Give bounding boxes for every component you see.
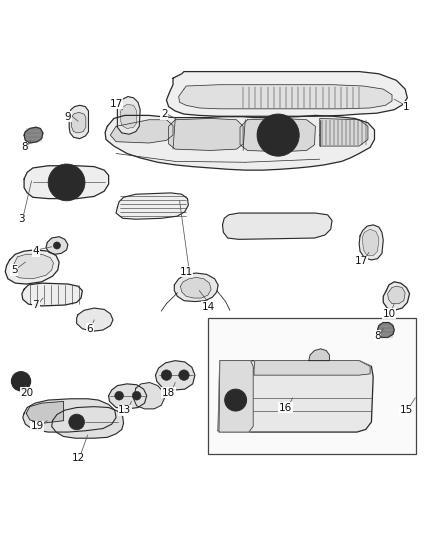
Polygon shape bbox=[179, 85, 392, 109]
Circle shape bbox=[161, 370, 172, 381]
Text: 11: 11 bbox=[180, 266, 193, 277]
Text: 14: 14 bbox=[201, 302, 215, 312]
Polygon shape bbox=[155, 361, 195, 390]
Polygon shape bbox=[120, 104, 137, 128]
Polygon shape bbox=[109, 384, 147, 409]
Polygon shape bbox=[388, 286, 405, 304]
Text: 9: 9 bbox=[64, 112, 71, 122]
Polygon shape bbox=[309, 349, 329, 361]
Polygon shape bbox=[359, 225, 383, 260]
Polygon shape bbox=[69, 106, 88, 139]
Polygon shape bbox=[23, 399, 116, 432]
Text: 3: 3 bbox=[18, 214, 25, 224]
Polygon shape bbox=[254, 361, 370, 375]
Polygon shape bbox=[378, 322, 394, 337]
Circle shape bbox=[257, 114, 299, 156]
Polygon shape bbox=[223, 213, 332, 239]
Text: 20: 20 bbox=[21, 387, 34, 398]
Text: 8: 8 bbox=[374, 330, 381, 341]
Polygon shape bbox=[46, 237, 68, 254]
Circle shape bbox=[115, 391, 124, 400]
Polygon shape bbox=[363, 229, 379, 255]
Text: 1: 1 bbox=[403, 102, 410, 111]
Circle shape bbox=[132, 391, 141, 400]
Polygon shape bbox=[219, 361, 253, 432]
Text: 5: 5 bbox=[11, 265, 18, 275]
Polygon shape bbox=[320, 118, 368, 146]
Polygon shape bbox=[24, 127, 43, 143]
Polygon shape bbox=[105, 115, 374, 170]
Circle shape bbox=[19, 379, 23, 383]
Text: 19: 19 bbox=[31, 422, 44, 431]
Text: 17: 17 bbox=[355, 256, 368, 266]
Text: 17: 17 bbox=[110, 99, 123, 109]
Text: 4: 4 bbox=[32, 246, 39, 256]
Text: 12: 12 bbox=[71, 454, 85, 463]
Text: 7: 7 bbox=[32, 300, 39, 310]
Polygon shape bbox=[116, 193, 188, 219]
Polygon shape bbox=[12, 254, 53, 279]
Polygon shape bbox=[5, 250, 59, 284]
Text: 16: 16 bbox=[279, 402, 292, 413]
Text: 15: 15 bbox=[400, 405, 413, 415]
Text: 8: 8 bbox=[21, 142, 28, 152]
Polygon shape bbox=[22, 283, 82, 306]
Circle shape bbox=[69, 414, 85, 430]
Circle shape bbox=[15, 376, 27, 387]
Circle shape bbox=[179, 370, 189, 381]
Text: 6: 6 bbox=[86, 324, 93, 334]
Polygon shape bbox=[166, 71, 407, 116]
Bar bbox=[208, 318, 416, 454]
Polygon shape bbox=[26, 401, 64, 423]
Text: 13: 13 bbox=[118, 405, 131, 415]
Circle shape bbox=[48, 164, 85, 201]
Polygon shape bbox=[218, 361, 373, 432]
Polygon shape bbox=[174, 273, 218, 302]
Circle shape bbox=[11, 372, 31, 391]
Polygon shape bbox=[110, 120, 173, 143]
Polygon shape bbox=[180, 278, 211, 298]
Text: 2: 2 bbox=[161, 109, 168, 119]
Text: 10: 10 bbox=[382, 309, 396, 319]
Text: 18: 18 bbox=[162, 387, 175, 398]
Polygon shape bbox=[24, 166, 109, 199]
Polygon shape bbox=[240, 118, 315, 152]
Circle shape bbox=[53, 242, 60, 249]
Polygon shape bbox=[52, 407, 124, 438]
Polygon shape bbox=[383, 282, 410, 310]
Circle shape bbox=[225, 389, 247, 411]
Circle shape bbox=[54, 170, 79, 195]
Polygon shape bbox=[117, 96, 140, 134]
Polygon shape bbox=[169, 118, 243, 150]
Polygon shape bbox=[134, 383, 164, 409]
Polygon shape bbox=[77, 308, 113, 332]
Polygon shape bbox=[71, 112, 86, 133]
